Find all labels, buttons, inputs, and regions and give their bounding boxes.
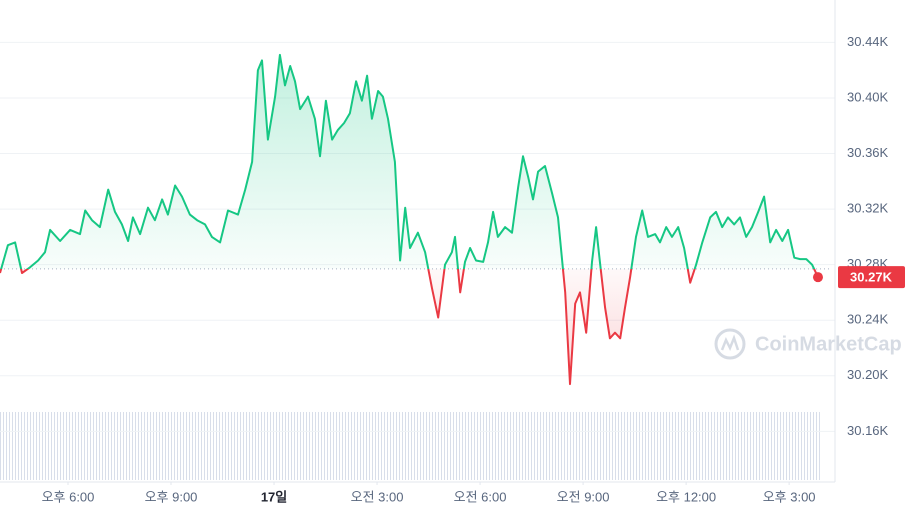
y-tick-label: 30.20K: [847, 367, 889, 382]
x-tick-label: 17일: [261, 489, 287, 504]
watermark: CoinMarketCap: [714, 328, 902, 360]
x-tick-label: 오전 9:00: [557, 489, 610, 504]
current-point: [812, 272, 823, 283]
x-tick-label: 오전 3:00: [351, 489, 404, 504]
x-tick-label: 오후 6:00: [42, 489, 95, 504]
volume-bars: [0, 412, 820, 480]
x-tick-label: 오후 12:00: [656, 489, 716, 504]
y-tick-label: 30.40K: [847, 89, 889, 104]
y-tick-label: 30.16K: [847, 423, 889, 438]
watermark-text: CoinMarketCap: [755, 333, 902, 355]
current-price-label: 30.27K: [850, 270, 893, 285]
x-tick-label: 오전 6:00: [454, 489, 507, 504]
x-tick-label: 오후 3:00: [763, 489, 816, 504]
x-tick-label: 오후 9:00: [145, 489, 198, 504]
area-fill: [0, 54, 818, 385]
price-line: [0, 53, 819, 386]
y-tick-label: 30.32K: [847, 201, 889, 216]
current-price-box: [838, 266, 905, 289]
y-tick-label: 30.24K: [847, 312, 889, 327]
y-tick-label: 30.44K: [847, 34, 889, 49]
y-tick-label: 30.36K: [847, 145, 889, 160]
